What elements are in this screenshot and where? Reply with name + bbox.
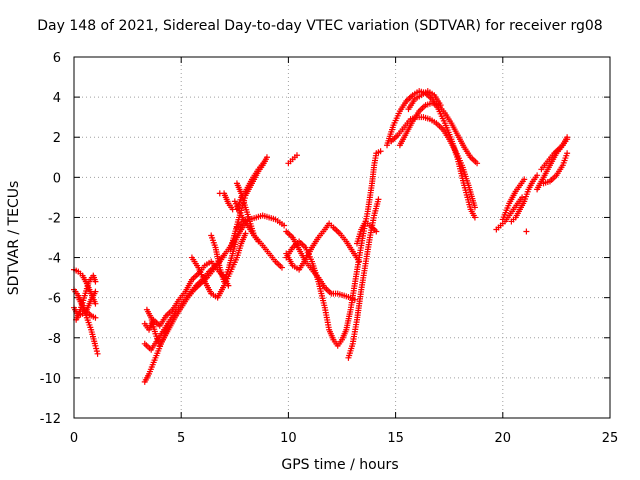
data-point [263, 154, 270, 161]
x-tick-label: 20 [495, 431, 512, 446]
y-tick-label: 4 [53, 91, 61, 106]
data-point [293, 152, 300, 159]
data-point [351, 296, 358, 303]
data-point [474, 160, 481, 167]
data-point [437, 102, 444, 109]
series-track-10 [188, 230, 249, 301]
data-point [229, 206, 236, 213]
series-track-16 [233, 180, 262, 245]
data-point [93, 345, 100, 352]
series-track-34 [540, 150, 571, 187]
data-point [564, 150, 571, 157]
series-track-28 [405, 88, 444, 113]
series-track-11 [208, 224, 245, 285]
y-tick-label: -4 [48, 252, 61, 267]
series-track-21 [283, 228, 358, 303]
series-track-19 [285, 152, 300, 167]
data-point [356, 258, 363, 265]
data-point [92, 300, 99, 307]
x-tick-label: 10 [280, 431, 297, 446]
data-point [471, 204, 478, 211]
data-point [92, 288, 99, 295]
data-point [165, 320, 172, 327]
y-tick-label: -12 [40, 412, 61, 427]
x-tick-label: 15 [387, 431, 404, 446]
y-tick-label: -8 [48, 332, 61, 347]
y-tick-label: 0 [53, 171, 61, 186]
data-point [534, 172, 541, 179]
plot-frame [73, 56, 611, 419]
y-tick-label: -2 [48, 211, 61, 226]
series-track-18 [216, 190, 223, 197]
series-track-31 [508, 172, 541, 225]
series-track-30 [499, 176, 528, 223]
data-point [521, 176, 528, 183]
data-point [523, 228, 530, 235]
x-tick-label: 25 [602, 431, 619, 446]
y-tick-label: 2 [53, 131, 61, 146]
x-tick-label: 0 [70, 431, 78, 446]
data-points [71, 88, 571, 385]
series-track-5 [75, 294, 99, 321]
data-point [94, 350, 101, 357]
data-point [216, 190, 223, 197]
y-tick-label: -6 [48, 292, 61, 307]
series-track-23 [345, 196, 382, 361]
series-track-22 [283, 220, 363, 273]
data-point [261, 158, 268, 165]
data-point [92, 314, 99, 321]
data-point [377, 148, 384, 155]
data-point [255, 238, 262, 245]
series-track-26 [388, 114, 478, 211]
chart-title: Day 148 of 2021, Sidereal Day-to-day VTE… [37, 18, 603, 34]
series-track-9 [143, 306, 172, 349]
series-track-27 [396, 100, 481, 167]
data-point [92, 278, 99, 285]
data-point [375, 196, 382, 203]
data-point [564, 136, 571, 143]
data-point [92, 342, 99, 349]
series-track-24 [354, 218, 380, 247]
data-point [242, 230, 249, 237]
axis-ticks: 0 5 10 15 20 25 -12 -10 -8 -6 -4 -2 0 2 4 6 [40, 51, 619, 446]
data-point [471, 214, 478, 221]
x-tick-label: 5 [177, 431, 185, 446]
data-point [93, 348, 100, 355]
series-track-33 [538, 136, 571, 173]
series-track-35 [523, 228, 530, 235]
data-point [373, 228, 380, 235]
series-track-25 [384, 88, 478, 221]
data-point [281, 222, 288, 229]
y-tick-label: 6 [53, 51, 61, 66]
data-point [278, 264, 285, 271]
y-tick-label: -10 [40, 372, 61, 387]
data-point [519, 194, 526, 201]
x-axis-label: GPS time / hours [281, 457, 399, 473]
